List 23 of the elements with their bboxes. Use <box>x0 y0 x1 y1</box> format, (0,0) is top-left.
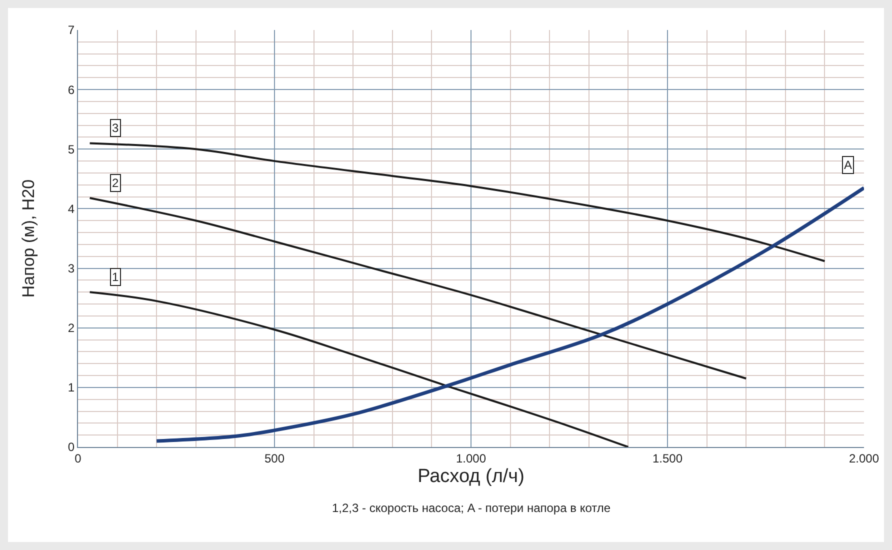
y-tick-label: 0 <box>68 440 75 454</box>
x-axis-title: Расход (л/ч) <box>418 466 524 488</box>
series-label: 1 <box>112 270 119 284</box>
text: 1,2,3 - скорость насоса; A - потери напора в котле <box>332 501 611 515</box>
line-series <box>88 196 748 380</box>
line-series <box>154 186 864 443</box>
y-axis-title: Напор (м), H20 <box>19 179 38 298</box>
line-series <box>88 291 630 447</box>
series-label: A <box>844 158 852 172</box>
x-tick-label: 500 <box>264 451 285 466</box>
y-tick-label: 1 <box>68 380 75 395</box>
x-tick-label: 2.000 <box>848 451 880 466</box>
x-tick-label: 1.000 <box>456 451 486 466</box>
line-series <box>88 142 826 262</box>
y-tick-label: 2 <box>68 321 75 336</box>
series-label: 3 <box>112 121 119 135</box>
y-tick-label: 5 <box>68 142 75 156</box>
y-tick-label: 6 <box>68 82 75 97</box>
y-tick-label: 4 <box>68 202 75 216</box>
y-tick-label: 7 <box>68 23 75 38</box>
y-tick-label: 3 <box>68 261 75 276</box>
series-label: 2 <box>112 176 119 190</box>
x-tick-label: 1.500 <box>652 451 683 466</box>
